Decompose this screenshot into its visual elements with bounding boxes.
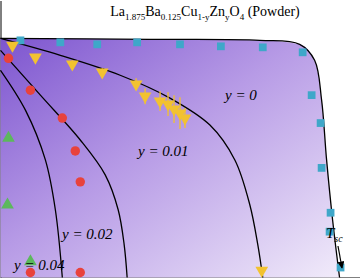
marker xyxy=(337,264,345,272)
marker xyxy=(130,81,143,92)
marker xyxy=(255,267,268,278)
title-part: 0.125 xyxy=(161,12,182,22)
curve xyxy=(1,38,340,277)
annotation-arrow xyxy=(338,246,342,268)
title-part: Zn xyxy=(209,4,225,19)
marker xyxy=(29,54,42,65)
marker xyxy=(26,85,35,94)
marker xyxy=(327,209,335,217)
marker xyxy=(308,91,316,99)
chart: La1.875Ba0.125Cu1-yZnyO4 (Powder) y = 0 y … xyxy=(0,0,360,278)
title-part: La xyxy=(110,4,126,19)
series-label: y = 0 xyxy=(223,87,257,103)
marker xyxy=(4,54,13,63)
marker xyxy=(179,114,192,125)
marker xyxy=(76,268,85,277)
marker xyxy=(259,43,267,51)
marker xyxy=(217,42,225,50)
marker xyxy=(176,40,184,48)
title-part: 1.875 xyxy=(125,12,146,22)
series xyxy=(1,131,37,266)
series xyxy=(4,54,85,278)
series-label: y = 0.01 xyxy=(136,143,189,159)
marker xyxy=(133,38,141,46)
marker xyxy=(299,48,307,56)
title-part: Ba xyxy=(145,4,161,19)
title-part: 1-y xyxy=(197,12,209,22)
marker xyxy=(93,40,101,48)
marker xyxy=(58,113,67,122)
marker xyxy=(76,177,85,186)
marker xyxy=(139,92,152,103)
series-label: y = 0.02 xyxy=(60,226,113,242)
series xyxy=(17,36,345,271)
marker xyxy=(318,164,326,172)
series-label: y = 0.04 xyxy=(12,257,65,273)
marker xyxy=(2,131,15,142)
series xyxy=(6,42,268,278)
title: La1.875Ba0.125Cu1-yZnyO4 (Powder) xyxy=(110,4,300,22)
plot-area xyxy=(1,36,345,277)
title-part: O xyxy=(230,4,240,19)
annotation: Tsc xyxy=(326,225,343,244)
curve xyxy=(1,70,63,277)
marker xyxy=(56,38,64,46)
curve xyxy=(1,38,263,277)
marker xyxy=(317,119,325,127)
annotation-sub: sc xyxy=(334,233,343,244)
curve xyxy=(1,50,128,277)
marker xyxy=(66,61,79,72)
title-part: (Powder) xyxy=(244,4,300,20)
title-part: Cu xyxy=(181,4,197,19)
marker xyxy=(71,146,80,155)
marker xyxy=(6,42,19,53)
marker xyxy=(96,69,109,80)
region-fill xyxy=(1,38,340,277)
marker xyxy=(1,197,14,208)
